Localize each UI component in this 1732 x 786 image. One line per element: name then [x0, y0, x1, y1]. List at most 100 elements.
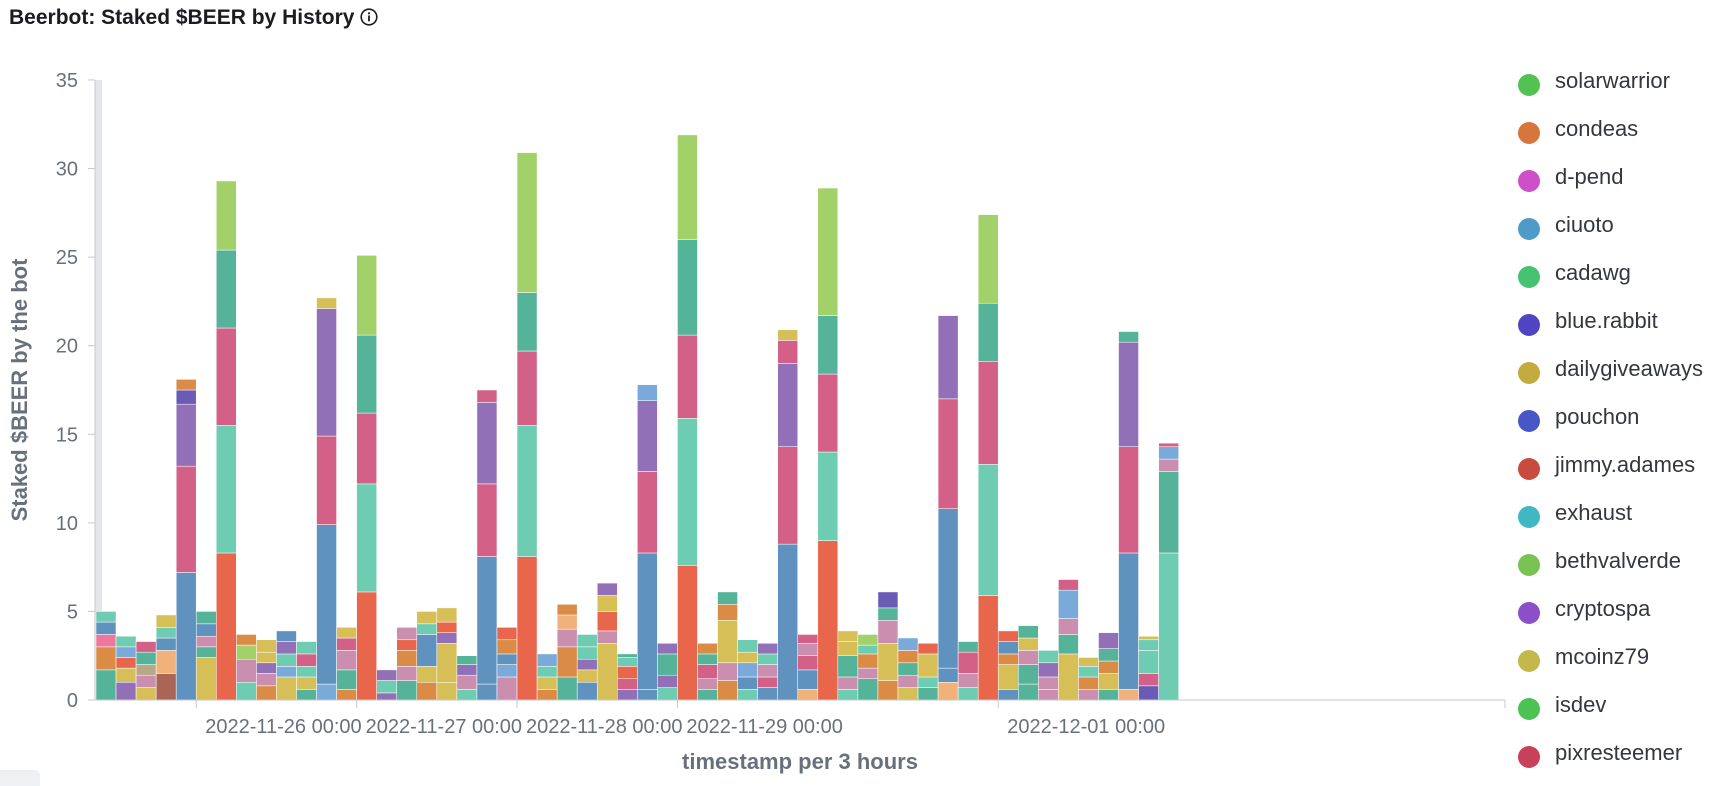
- bar-segment[interactable]: [316, 683, 337, 701]
- bar-segment[interactable]: [536, 689, 558, 701]
- legend-item-jimmy.adames[interactable]: jimmy.adames: [1518, 450, 1732, 498]
- bar-segment[interactable]: [677, 239, 698, 336]
- bar-segment[interactable]: [95, 634, 117, 648]
- bar-stack[interactable]: [356, 255, 377, 701]
- bar-segment[interactable]: [1038, 662, 1059, 678]
- bar-stack[interactable]: [95, 611, 117, 701]
- bar-segment[interactable]: [496, 653, 518, 665]
- bar-segment[interactable]: [1018, 683, 1039, 701]
- bar-segment[interactable]: [957, 687, 979, 701]
- bar-segment[interactable]: [416, 634, 438, 667]
- bar-segment[interactable]: [316, 308, 337, 437]
- bar-segment[interactable]: [757, 643, 778, 655]
- bar-stack[interactable]: [316, 297, 337, 701]
- bar-segment[interactable]: [1158, 458, 1179, 472]
- bar-stack[interactable]: [917, 643, 939, 701]
- bar-segment[interactable]: [897, 687, 919, 701]
- bar-segment[interactable]: [637, 400, 658, 472]
- bar-segment[interactable]: [917, 643, 939, 655]
- bar-stack[interactable]: [1018, 625, 1039, 701]
- bar-segment[interactable]: [476, 483, 498, 557]
- bar-segment[interactable]: [296, 641, 317, 655]
- bar-segment[interactable]: [857, 644, 879, 655]
- bar-segment[interactable]: [617, 666, 638, 679]
- bar-segment[interactable]: [476, 556, 498, 685]
- bar-segment[interactable]: [376, 680, 397, 694]
- bar-stack[interactable]: [456, 655, 478, 701]
- bar-segment[interactable]: [998, 653, 1019, 665]
- legend-item-d-pend[interactable]: d-pend: [1518, 162, 1732, 210]
- bar-segment[interactable]: [196, 657, 217, 701]
- bar-segment[interactable]: [1058, 634, 1079, 655]
- bar-segment[interactable]: [857, 653, 879, 669]
- bar-stack[interactable]: [998, 630, 1019, 701]
- bar-segment[interactable]: [336, 627, 357, 639]
- bar-segment[interactable]: [336, 669, 357, 690]
- bar-segment[interactable]: [1058, 589, 1079, 619]
- bar-stack[interactable]: [115, 635, 137, 701]
- bar-segment[interactable]: [1038, 689, 1059, 701]
- legend-item-mcoinz79[interactable]: mcoinz79: [1518, 642, 1732, 690]
- bar-segment[interactable]: [95, 669, 117, 701]
- bar-segment[interactable]: [416, 611, 438, 625]
- bar-stack[interactable]: [617, 653, 638, 701]
- bar-stack[interactable]: [957, 641, 979, 701]
- bar-segment[interactable]: [256, 673, 277, 687]
- bar-segment[interactable]: [977, 595, 999, 701]
- bar-segment[interactable]: [697, 664, 718, 679]
- bar-stack[interactable]: [155, 614, 177, 701]
- bar-segment[interactable]: [717, 591, 738, 605]
- bar-segment[interactable]: [376, 692, 397, 701]
- bar-segment[interactable]: [857, 634, 879, 646]
- bar-segment[interactable]: [256, 639, 277, 653]
- bar-segment[interactable]: [356, 591, 377, 701]
- bar-segment[interactable]: [737, 676, 758, 690]
- bar-segment[interactable]: [516, 292, 538, 352]
- bar-stack[interactable]: [737, 639, 758, 701]
- legend-item-solarwarrior[interactable]: solarwarrior: [1518, 66, 1732, 114]
- bar-stack[interactable]: [175, 379, 197, 701]
- bar-segment[interactable]: [717, 680, 738, 701]
- bar-segment[interactable]: [356, 255, 377, 336]
- bar-segment[interactable]: [677, 418, 698, 566]
- bar-segment[interactable]: [657, 643, 678, 655]
- bar-stack[interactable]: [436, 607, 458, 701]
- bar-segment[interactable]: [516, 152, 538, 293]
- bar-segment[interactable]: [977, 214, 999, 304]
- bar-stack[interactable]: [657, 643, 678, 701]
- bar-segment[interactable]: [617, 678, 638, 690]
- bar-segment[interactable]: [276, 641, 297, 655]
- bar-segment[interactable]: [1138, 650, 1159, 674]
- bar-stack[interactable]: [236, 634, 257, 701]
- bar-segment[interactable]: [597, 611, 618, 632]
- bar-segment[interactable]: [95, 621, 117, 635]
- bar-segment[interactable]: [677, 334, 698, 419]
- bar-segment[interactable]: [316, 524, 337, 685]
- bar-segment[interactable]: [1058, 579, 1079, 591]
- bar-segment[interactable]: [917, 653, 939, 678]
- bar-segment[interactable]: [476, 389, 498, 403]
- bar-stack[interactable]: [757, 643, 778, 701]
- bar-segment[interactable]: [1158, 471, 1179, 554]
- bar-segment[interactable]: [637, 471, 658, 554]
- bar-segment[interactable]: [556, 628, 578, 648]
- bar-segment[interactable]: [837, 676, 859, 690]
- bar-segment[interactable]: [536, 676, 558, 690]
- bar-segment[interactable]: [516, 556, 538, 701]
- bar-segment[interactable]: [877, 680, 899, 701]
- bar-stack[interactable]: [336, 627, 357, 701]
- bar-segment[interactable]: [777, 543, 798, 701]
- bar-segment[interactable]: [416, 666, 438, 683]
- bar-segment[interactable]: [717, 604, 738, 621]
- bar-segment[interactable]: [1078, 676, 1099, 690]
- bar-segment[interactable]: [155, 614, 177, 628]
- bar-segment[interactable]: [657, 653, 678, 676]
- bar-segment[interactable]: [276, 676, 297, 701]
- bar-segment[interactable]: [1098, 660, 1119, 674]
- legend-item-bethvalverde[interactable]: bethvalverde: [1518, 546, 1732, 594]
- bar-segment[interactable]: [216, 180, 237, 251]
- bar-segment[interactable]: [617, 657, 638, 667]
- bar-segment[interactable]: [1098, 689, 1119, 701]
- bar-segment[interactable]: [135, 651, 157, 665]
- bar-segment[interactable]: [1018, 664, 1039, 685]
